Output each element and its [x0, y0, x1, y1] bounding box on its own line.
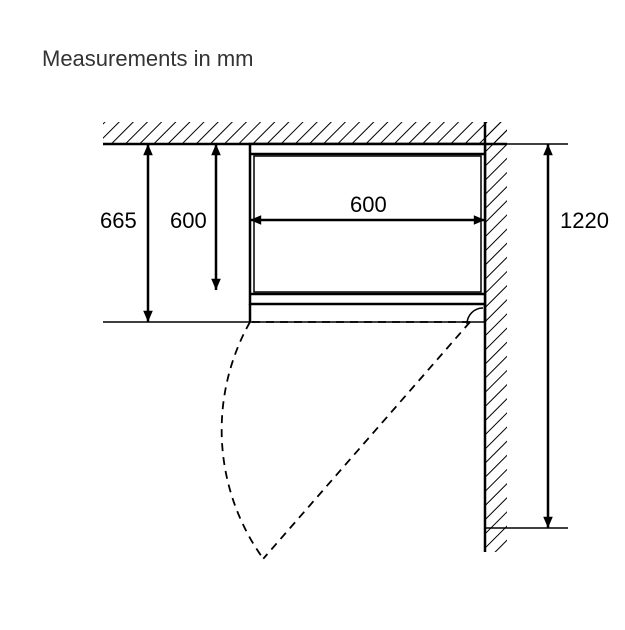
- dimension-label: 665: [100, 208, 137, 233]
- dimension-label: 600: [170, 208, 207, 233]
- arrowhead: [143, 311, 153, 322]
- dimension-label: 1220: [560, 208, 609, 233]
- appliance-outline: [250, 144, 485, 304]
- dimension-label: 600: [350, 192, 387, 217]
- wall-top-hatch: [103, 122, 507, 144]
- arrowhead: [211, 144, 221, 155]
- page-title: Measurements in mm: [42, 46, 254, 72]
- dimension-diagram: 665 600 600 1220: [0, 0, 625, 625]
- wall-right-hatch: [485, 122, 507, 552]
- door-swing-radial: [263, 322, 470, 559]
- arrowhead: [143, 144, 153, 155]
- arrowhead: [543, 517, 553, 528]
- arrowhead: [543, 144, 553, 155]
- door-swing-arc: [222, 322, 264, 559]
- arrowhead: [211, 279, 221, 290]
